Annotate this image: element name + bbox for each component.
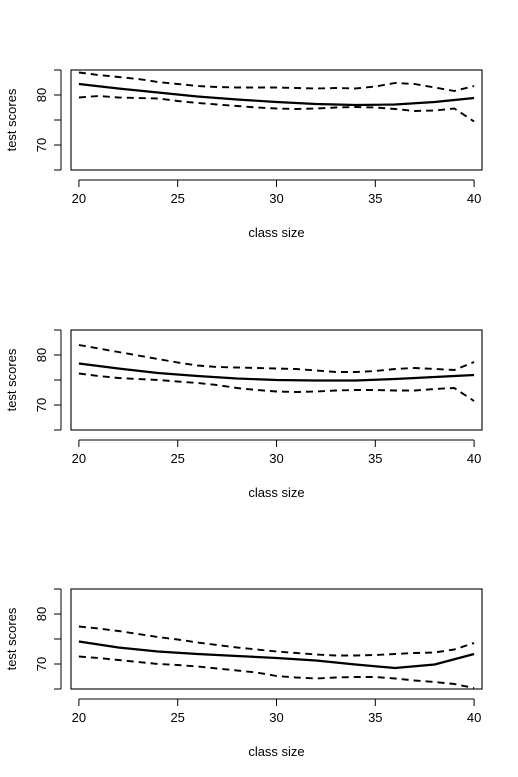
x-tick-label: 30 <box>269 191 283 206</box>
y-axis-label: test scores <box>4 88 19 151</box>
plot-frame <box>70 588 483 690</box>
x-tick-label: 25 <box>170 710 184 725</box>
x-tick-label: 20 <box>72 710 86 725</box>
confidence-band-line <box>78 344 475 373</box>
fit-line <box>78 362 475 382</box>
x-tick-label: 40 <box>467 191 481 206</box>
x-tick-label: 20 <box>72 451 86 466</box>
chart-panel-3: 20 25 30 35 40 class size 70 80 test scores <box>4 588 483 759</box>
chart-panel-1: 20 25 30 35 40 class size 70 80 test scores <box>4 69 483 240</box>
confidence-band-line <box>78 655 475 689</box>
x-tick-label: 30 <box>269 451 283 466</box>
y-axis-label: test scores <box>4 348 19 411</box>
y-tick-label: 80 <box>34 88 49 102</box>
x-tick-label: 35 <box>368 191 382 206</box>
chart-panel-2: 20 25 30 35 40 class size 70 80 test scores <box>4 329 483 500</box>
fit-line <box>78 640 475 670</box>
x-tick-label: 20 <box>72 191 86 206</box>
y-tick-label: 80 <box>34 348 49 362</box>
plot-frame <box>70 329 483 431</box>
x-tick-label: 40 <box>467 451 481 466</box>
x-axis-label: class size <box>248 485 304 500</box>
x-tick-label: 40 <box>467 710 481 725</box>
x-tick-label: 25 <box>170 191 184 206</box>
y-tick-label: 80 <box>34 607 49 621</box>
confidence-band-line <box>78 95 475 123</box>
x-tick-label: 35 <box>368 710 382 725</box>
x-axis-label: class size <box>248 744 304 759</box>
y-tick-label: 70 <box>34 657 49 671</box>
y-tick-label: 70 <box>34 398 49 412</box>
confidence-band-line <box>78 71 475 92</box>
y-tick-label: 70 <box>34 138 49 152</box>
confidence-band-line <box>78 372 475 402</box>
x-tick-label: 30 <box>269 710 283 725</box>
x-tick-label: 35 <box>368 451 382 466</box>
confidence-band-line <box>78 625 475 657</box>
x-axis-label: class size <box>248 225 304 240</box>
fit-line <box>78 82 475 107</box>
plot-frame <box>70 69 483 171</box>
y-axis-label: test scores <box>4 607 19 670</box>
x-tick-label: 25 <box>170 451 184 466</box>
